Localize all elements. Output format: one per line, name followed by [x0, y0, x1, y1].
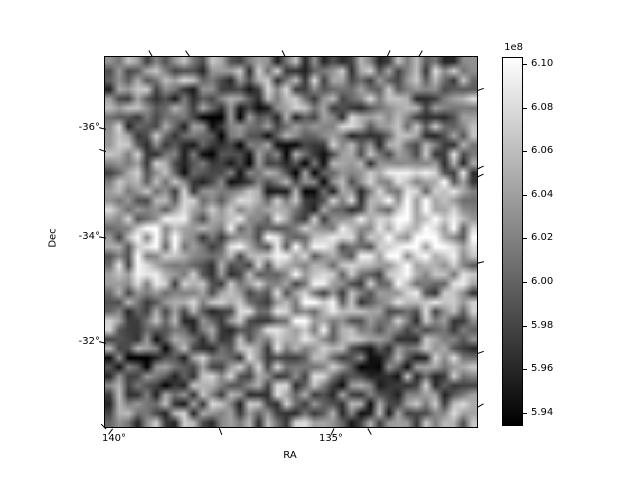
colorbar-tick-mark: [523, 412, 527, 414]
colorbar-tick-mark: [523, 107, 527, 109]
colorbar-tick-label: 5.98: [531, 319, 554, 331]
colorbar-tick-mark: [523, 194, 527, 196]
colorbar-tick-label: 6.02: [531, 232, 554, 244]
heatmap-image: [105, 57, 477, 427]
x-axis-title: RA: [283, 450, 297, 461]
colorbar-tick-mark: [523, 325, 527, 327]
y-tick-label: -34°: [78, 231, 100, 242]
frame-tick-mark: [366, 428, 372, 435]
colorbar-tick-label: 6.06: [531, 145, 554, 157]
colorbar-tick-mark: [523, 151, 527, 153]
x-tick-label: 140°: [101, 433, 127, 444]
colorbar-tick-label: 6.10: [531, 58, 554, 69]
frame-tick-mark: [218, 428, 222, 436]
colorbar-tick-label: 6.08: [531, 101, 554, 113]
colorbar-tick-mark: [523, 369, 527, 371]
x-tick-label: 135°: [318, 433, 344, 444]
colorbar-tick-label: 5.96: [531, 363, 554, 375]
y-axis-title: Dec: [47, 228, 59, 248]
colorbar-tick-mark: [523, 282, 527, 283]
y-tick-label: -32°: [78, 336, 100, 347]
plot-frame: [104, 56, 478, 428]
colorbar-tick-label: 6.04: [531, 188, 554, 200]
y-tick-label: -36°: [78, 122, 100, 133]
colorbar-offset-label: 1e8: [504, 42, 523, 53]
frame-tick-mark: [476, 261, 484, 265]
colorbar-tick-mark: [523, 64, 527, 65]
colorbar-tick-mark: [523, 238, 527, 240]
colorbar-tick-label: 5.94: [531, 406, 554, 418]
colorbar: [502, 57, 523, 426]
colorbar-tick-label: 6.00: [531, 276, 554, 287]
